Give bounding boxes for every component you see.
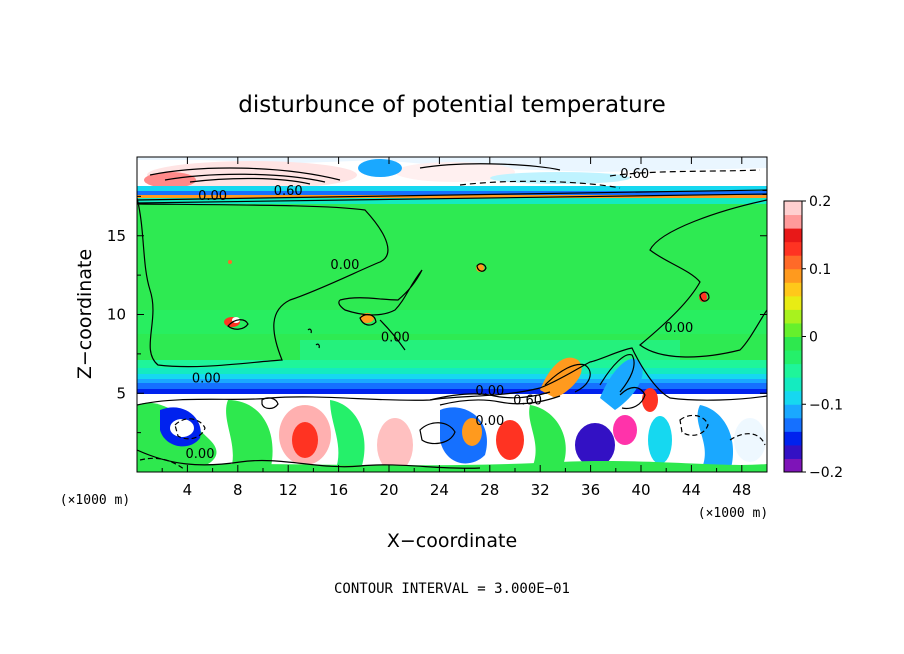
band-dark-blue: [137, 389, 767, 394]
colorbar-swatch-4: [784, 404, 802, 419]
x-tick-label-11: 48: [732, 481, 751, 499]
x-tick-label-1: 8: [233, 481, 243, 499]
colorbar-swatch-18: [784, 214, 802, 229]
colorbar-swatch-15: [784, 255, 802, 270]
lower-white-swirl-left: [170, 419, 194, 437]
y-tick-label-0: 5: [116, 384, 126, 402]
lower-green-mid: [226, 400, 273, 472]
lower-green-d: [529, 405, 566, 472]
x-tick-label-8: 36: [581, 481, 600, 499]
lower-warm-a-core: [292, 422, 318, 458]
lower-magenta-e: [613, 415, 637, 445]
x-axis-ticks: 4 8 12 16 20 24 28 32 36 40 44 48: [161, 157, 751, 499]
x-axis-unit: (×1000 m): [698, 506, 768, 521]
band-light-blue: [137, 379, 767, 383]
y-axis-unit: (×1000 m): [60, 493, 130, 508]
colorbar-tick-label-0: 0.2: [809, 194, 831, 210]
y-tick-label-2: 15: [107, 227, 126, 245]
lower-green-base: [137, 461, 767, 472]
x-tick-label-7: 32: [531, 481, 550, 499]
upper-warm-blob-left: [147, 161, 357, 189]
colorbar-swatch-13: [784, 282, 802, 297]
lower-warm-b: [377, 418, 413, 472]
lower-blue-f: [697, 405, 734, 472]
mid-layer-shade-2: [300, 340, 680, 360]
contour-interval-note: CONTOUR INTERVAL = 3.000E−01: [334, 581, 570, 597]
lower-red-d: [496, 420, 524, 460]
lower-orange-c: [462, 418, 482, 446]
y-axis-label: Z−coordinate: [74, 249, 96, 379]
x-tick-label-0: 4: [183, 481, 193, 499]
band-cyan: [137, 374, 767, 379]
contour-label-10: 0.00: [186, 447, 215, 462]
band-teal: [137, 368, 767, 374]
colorbar-swatch-9: [784, 336, 802, 351]
colorbar-swatch-14: [784, 268, 802, 283]
lower-white-f: [734, 418, 766, 462]
x-axis-label: X−coordinate: [387, 530, 517, 552]
contour-label-1: 0.60: [274, 184, 303, 199]
colorbar-tick-label-4: −0.2: [809, 465, 843, 481]
colorbar-swatch-8: [784, 350, 802, 365]
x-tick-label-3: 16: [329, 481, 348, 499]
contour-label-9: 0.00: [475, 414, 504, 429]
colorbar-tick-label-1: 0.1: [809, 262, 831, 278]
colorbar-swatch-19: [784, 201, 802, 216]
x-tick-label-10: 44: [682, 481, 701, 499]
colorbar-swatch-2: [784, 431, 802, 446]
colorbar-ticks: 0.2 0.1 0 −0.1 −0.2: [802, 194, 843, 481]
contour-lines: [137, 163, 767, 471]
colorbar-swatch-17: [784, 228, 802, 243]
contour-label-7: 0.00: [475, 384, 504, 399]
contour-label-0: 0.00: [198, 189, 227, 204]
colorbar-swatch-6: [784, 377, 802, 392]
colorbar-tick-label-2: 0: [809, 330, 818, 346]
lower-cyan-f: [648, 416, 672, 464]
spot-orange-3: [476, 264, 484, 272]
lower-purple-e: [575, 423, 615, 467]
upper-cyan-right: [490, 172, 630, 184]
chart-title: disturbunce of potential temperature: [238, 92, 666, 118]
contour-labels: 0.00 0.60 0.60 0.00 0.00 0.00 0.00 0.00 0.60 0.00…: [186, 167, 694, 462]
colorbar-swatch-3: [784, 417, 802, 432]
x-tick-label-6: 28: [480, 481, 499, 499]
upper-band-teal: [137, 198, 767, 204]
band-light-green: [137, 360, 767, 368]
plot-area: 0.00 0.60 0.60 0.00 0.00 0.00 0.00 0.00 0.60 0.00…: [137, 157, 767, 472]
colorbar-swatch-5: [784, 390, 802, 405]
contour-label-4: 0.00: [381, 331, 410, 346]
contour-label-3: 0.00: [330, 258, 359, 273]
contour-label-2: 0.60: [620, 167, 649, 182]
colorbar-swatch-12: [784, 295, 802, 310]
y-tick-label-1: 10: [107, 306, 126, 324]
upper-band-orange: [137, 195, 767, 198]
intrusion-red: [642, 388, 658, 412]
colorbar-swatches: [784, 201, 802, 473]
colorbar-swatch-7: [784, 363, 802, 378]
x-tick-label-2: 12: [279, 481, 298, 499]
upper-cyan-mid: [358, 159, 402, 177]
y-axis-ticks: 5 10 15: [107, 195, 767, 434]
colorbar-swatch-11: [784, 309, 802, 324]
contour-label-6: 0.00: [192, 372, 221, 387]
mid-layer-shade: [137, 310, 767, 334]
spot-orange-5: [228, 260, 232, 264]
colorbar-swatch-16: [784, 241, 802, 256]
x-tick-label-4: 20: [379, 481, 398, 499]
upper-band-blue: [137, 191, 767, 195]
x-tick-label-5: 24: [430, 481, 449, 499]
upper-warm-core-left: [144, 172, 196, 188]
colorbar-swatch-0: [784, 458, 802, 473]
contour-label-8: 0.60: [513, 394, 542, 409]
lower-green-b: [330, 400, 365, 472]
colorbar-swatch-10: [784, 322, 802, 337]
contour-label-5: 0.00: [664, 321, 693, 336]
x-tick-label-9: 40: [631, 481, 650, 499]
colorbar-tick-label-3: −0.1: [809, 397, 843, 413]
upper-band-cyan: [137, 186, 767, 191]
band-blue: [137, 383, 767, 389]
colorbar-swatch-1: [784, 444, 802, 459]
colorbar: 0.2 0.1 0 −0.1 −0.2: [783, 194, 843, 481]
